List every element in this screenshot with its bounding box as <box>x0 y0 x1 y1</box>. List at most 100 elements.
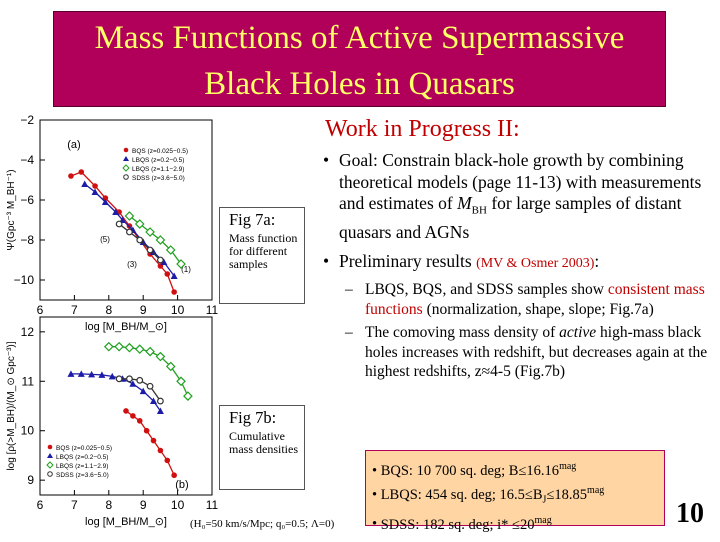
data-point <box>157 447 164 454</box>
data-point <box>88 370 96 378</box>
y-tick-label: −4 <box>20 153 34 167</box>
title-line-1: Mass Functions of Active Supermassive <box>94 20 625 56</box>
data-point <box>165 361 176 372</box>
y-tick-label: 11 <box>22 374 35 388</box>
data-point <box>101 198 109 205</box>
data-point <box>130 413 136 419</box>
survey-sdss: SDSS: 182 sq. deg; i* ≤20mag <box>372 511 664 535</box>
x-tick-label: 9 <box>140 303 147 317</box>
data-point <box>102 195 109 201</box>
legend-marker <box>122 164 130 172</box>
data-point <box>115 375 123 383</box>
legend-label: LBQS (z=1.1−2.9) <box>56 463 108 470</box>
data-point <box>78 169 85 175</box>
data-point <box>126 375 133 383</box>
data-point <box>108 372 116 380</box>
data-point <box>134 344 145 354</box>
x-tick-label: 10 <box>171 303 185 317</box>
survey-lbqs: LBQS: 454 sq. deg; 16.5≤BJ≤18.85mag <box>372 481 664 511</box>
x-tick-label: 11 <box>206 498 219 512</box>
curve-annotation: (5) <box>100 235 110 244</box>
data-point <box>139 238 147 245</box>
sub-bullet-consistency: LBQS, BQS, and SDSS samples show consist… <box>323 280 708 319</box>
data-point <box>136 418 143 424</box>
data-point <box>136 236 144 244</box>
y-tick-label: −8 <box>20 233 34 247</box>
data-point <box>112 208 120 215</box>
section-subtitle: Work in Progress II: <box>325 116 520 142</box>
data-point <box>124 211 135 221</box>
y-tick-label: 12 <box>21 325 35 339</box>
data-point <box>98 371 106 378</box>
data-point <box>134 219 145 229</box>
data-point <box>143 427 150 434</box>
data-point <box>145 227 155 237</box>
survey-summary-box: BQS: 10 700 sq. deg; B≤16.16mag LBQS: 45… <box>365 450 665 532</box>
data-point <box>124 342 135 353</box>
x-tick-label: 10 <box>171 498 185 512</box>
curve-annotation: (3) <box>127 260 137 269</box>
data-point <box>170 272 178 279</box>
title-line-2: Black Holes in Quasars <box>204 66 515 102</box>
data-point <box>171 472 177 479</box>
x-tick-label: 9 <box>140 498 147 512</box>
data-point <box>160 258 168 265</box>
data-point <box>123 408 129 414</box>
fig7a-caption: Fig 7a: Mass function for different samp… <box>219 207 305 304</box>
data-point <box>126 228 133 236</box>
data-point <box>81 180 89 187</box>
data-point <box>150 248 158 255</box>
data-point <box>156 397 164 405</box>
data-point <box>115 220 123 228</box>
legend-marker <box>123 174 129 180</box>
survey-bqs: BQS: 10 700 sq. deg; B≤16.16mag <box>372 457 664 481</box>
figure-panels: 6 7 8 9 10 11 −2 −4 −6 −8 −10 log [M_BH/M_⊙] Ψ(Gpc⁻³… <box>6 113 219 528</box>
goal-bullet: Goal: Constrain black-hole growth by com… <box>323 150 708 244</box>
data-point <box>114 341 124 352</box>
panel-label: (a) <box>67 139 80 151</box>
data-point <box>183 391 193 401</box>
data-point <box>176 259 186 269</box>
data-point <box>156 407 164 414</box>
legend-label: LBQS (z=0.2−0.5) <box>132 157 184 164</box>
legend-marker <box>47 444 53 450</box>
data-point <box>91 188 99 195</box>
data-point <box>176 376 186 387</box>
data-point <box>139 387 147 395</box>
data-point <box>150 437 157 444</box>
fig7a-desc: Mass function for different samples <box>229 231 298 271</box>
data-point <box>155 351 166 362</box>
series-line-1 <box>84 183 175 277</box>
x-tick-label: 7 <box>71 498 78 512</box>
panel-label: (b) <box>175 479 188 491</box>
data-point <box>68 173 74 179</box>
data-point <box>136 376 144 384</box>
x-tick-label: 6 <box>37 498 44 512</box>
data-point <box>103 341 114 352</box>
y-tick-label: −6 <box>20 193 34 207</box>
fig7a-title: Fig 7a: <box>229 210 276 229</box>
fig7b-caption: Fig 7b: Cumulative mass densities <box>219 405 305 490</box>
x-axis-label: log [M_BH/M_⊙] <box>85 321 167 333</box>
legend-marker <box>123 147 129 153</box>
legend-marker <box>46 461 54 469</box>
series-line-0 <box>70 171 175 293</box>
plot-frame-1 <box>39 316 213 496</box>
legend-label: LBQS (z=0.2−0.5) <box>56 454 108 461</box>
y-tick-label: 10 <box>21 424 35 438</box>
page-number: 10 <box>676 498 704 529</box>
y-axis-label: Ψ(Gpc⁻³ M_BH⁻¹) <box>6 169 17 250</box>
legend-marker <box>47 471 53 477</box>
y-tick-label: −10 <box>14 273 35 287</box>
data-point <box>145 346 155 357</box>
x-axis-label: log [M_BH/M_⊙] <box>85 516 167 528</box>
plot-frame-0 <box>39 119 213 301</box>
y-axis-label: log [ρ(>M_BH)/(M_⊙ Gpc⁻³)] <box>6 341 17 470</box>
data-point <box>155 235 166 245</box>
data-point <box>92 183 98 189</box>
legend-label: SDSS (z=3.6−5.0) <box>56 472 109 479</box>
legend-label: BQS (z=0.025−0.5) <box>56 445 112 452</box>
data-point <box>165 245 176 255</box>
curve-annotation: (1) <box>181 265 191 274</box>
series-line-0 <box>125 410 175 476</box>
